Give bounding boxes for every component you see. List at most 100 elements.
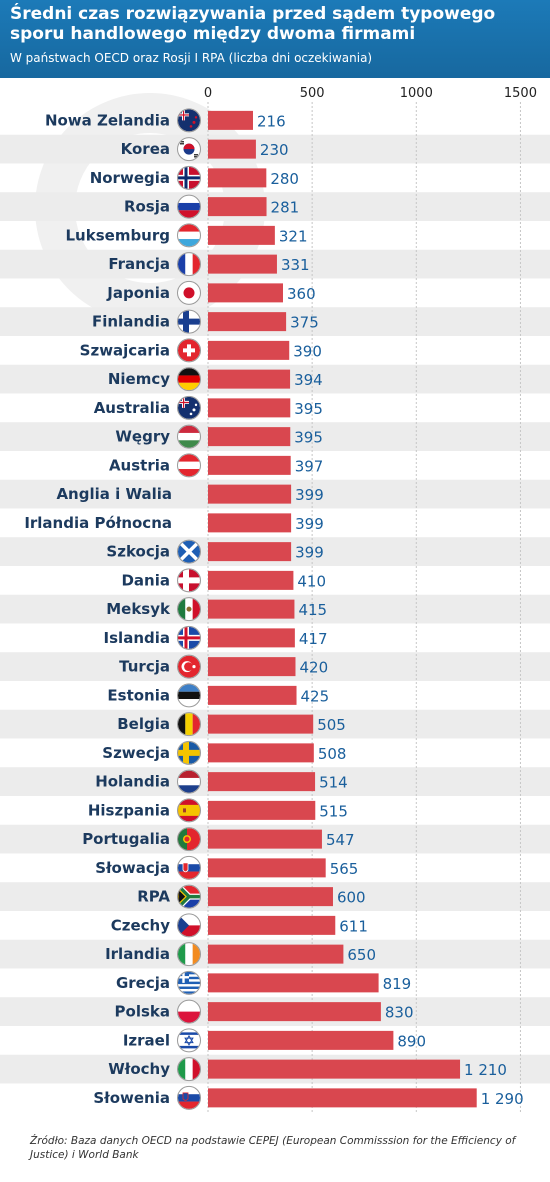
bar (208, 887, 333, 907)
category-label: Luksemburg (66, 226, 171, 244)
france-flag-icon (177, 252, 201, 277)
category-label: Słowenia (93, 1089, 170, 1107)
category-label: Włochy (108, 1060, 170, 1078)
category-label: Niemcy (108, 370, 170, 388)
row-stripe (0, 134, 550, 164)
category-label: Izrael (123, 1031, 170, 1049)
x-tick-label: 500 (300, 86, 325, 101)
greece-flag-icon (177, 970, 201, 995)
bar (208, 915, 336, 935)
bar (208, 829, 322, 849)
finland-flag-icon (177, 309, 201, 334)
bar (208, 225, 275, 245)
poland-flag-icon (177, 999, 201, 1024)
bar (208, 628, 295, 648)
value-label: 611 (339, 917, 368, 935)
value-label: 417 (299, 630, 328, 648)
bar (208, 398, 291, 418)
category-label: Estonia (107, 686, 170, 704)
category-label: Węgry (115, 428, 170, 446)
category-label: Szwajcaria (80, 341, 170, 359)
bar (208, 743, 314, 763)
value-label: 514 (319, 774, 348, 792)
x-tick-label: 1500 (504, 86, 537, 101)
value-label: 1 290 (481, 1090, 524, 1108)
category-label: Norwegia (90, 169, 170, 187)
bar (208, 1030, 394, 1050)
value-label: 425 (301, 687, 330, 705)
value-label: 395 (294, 400, 323, 418)
bar (208, 1002, 381, 1022)
category-label: Nowa Zelandia (45, 111, 170, 129)
bar (208, 657, 296, 677)
value-label: 360 (287, 285, 316, 303)
japan-flag-icon (177, 280, 201, 305)
category-label: Polska (115, 1003, 170, 1021)
category-label: Austria (109, 456, 170, 474)
bar (208, 599, 295, 619)
value-label: 420 (299, 659, 328, 677)
slovakia-flag-icon (177, 855, 201, 880)
value-label: 819 (383, 975, 412, 993)
chart-header: Średni czas rozwiązywania przed sądem ty… (0, 0, 550, 78)
bar (208, 484, 292, 504)
switzerland-flag-icon (177, 338, 201, 363)
value-label: 547 (326, 831, 355, 849)
bar (208, 685, 297, 705)
category-label: Anglia i Walia (56, 485, 172, 503)
value-label: 650 (347, 946, 376, 964)
portugal-flag-icon (177, 827, 201, 852)
bar (208, 139, 256, 159)
row-stripe (0, 192, 550, 221)
category-label: Holandia (95, 773, 170, 791)
chart-title: Średni czas rozwiązywania przed sądem ty… (10, 4, 496, 44)
bar (208, 168, 267, 188)
iceland-flag-icon (177, 625, 201, 650)
value-label: 600 (337, 889, 366, 907)
value-label: 565 (330, 860, 359, 878)
bar (208, 1059, 461, 1079)
category-label: Finlandia (92, 313, 170, 331)
category-label: Rosja (124, 198, 170, 216)
luxembourg-flag-icon (177, 223, 201, 248)
bar (208, 254, 277, 274)
bar (208, 312, 287, 332)
bar (208, 858, 326, 878)
category-label: Turcja (119, 658, 170, 676)
israel-flag-icon (177, 1028, 201, 1053)
x-tick-label: 1000 (400, 86, 433, 101)
category-label: Irlandia (105, 945, 170, 963)
value-label: 216 (257, 112, 286, 130)
bar (208, 340, 290, 360)
australia-flag-icon (177, 395, 201, 420)
bar (208, 973, 379, 993)
mexico-flag-icon (177, 597, 201, 622)
category-label: Szkocja (106, 543, 170, 561)
category-label: Japonia (106, 284, 170, 302)
value-label: 321 (279, 227, 308, 245)
hungary-flag-icon (177, 424, 201, 449)
value-label: 395 (294, 429, 323, 447)
value-label: 890 (397, 1032, 426, 1050)
category-label: Korea (121, 140, 170, 158)
value-label: 830 (385, 1004, 414, 1022)
south-africa-flag-icon (177, 884, 201, 909)
bar (208, 944, 344, 964)
bar (208, 197, 267, 217)
bar (208, 714, 314, 734)
category-label: Słowacja (95, 859, 170, 877)
category-label: Belgia (117, 715, 170, 733)
denmark-flag-icon (177, 568, 201, 593)
category-label: Portugalia (82, 830, 170, 848)
source-note: Źródło: Baza danych OECD na podstawie CE… (30, 1135, 516, 1161)
category-label: Dania (121, 571, 170, 589)
bar (208, 1088, 477, 1108)
bar (208, 110, 253, 130)
value-label: 280 (270, 170, 299, 188)
value-label: 399 (295, 515, 324, 533)
chart-subtitle: W państwach OECD oraz Rosji I RPA (liczb… (10, 51, 373, 65)
value-label: 390 (293, 342, 322, 360)
norway-flag-icon (177, 165, 201, 190)
category-label: Australia (94, 399, 170, 417)
bar (208, 570, 294, 590)
